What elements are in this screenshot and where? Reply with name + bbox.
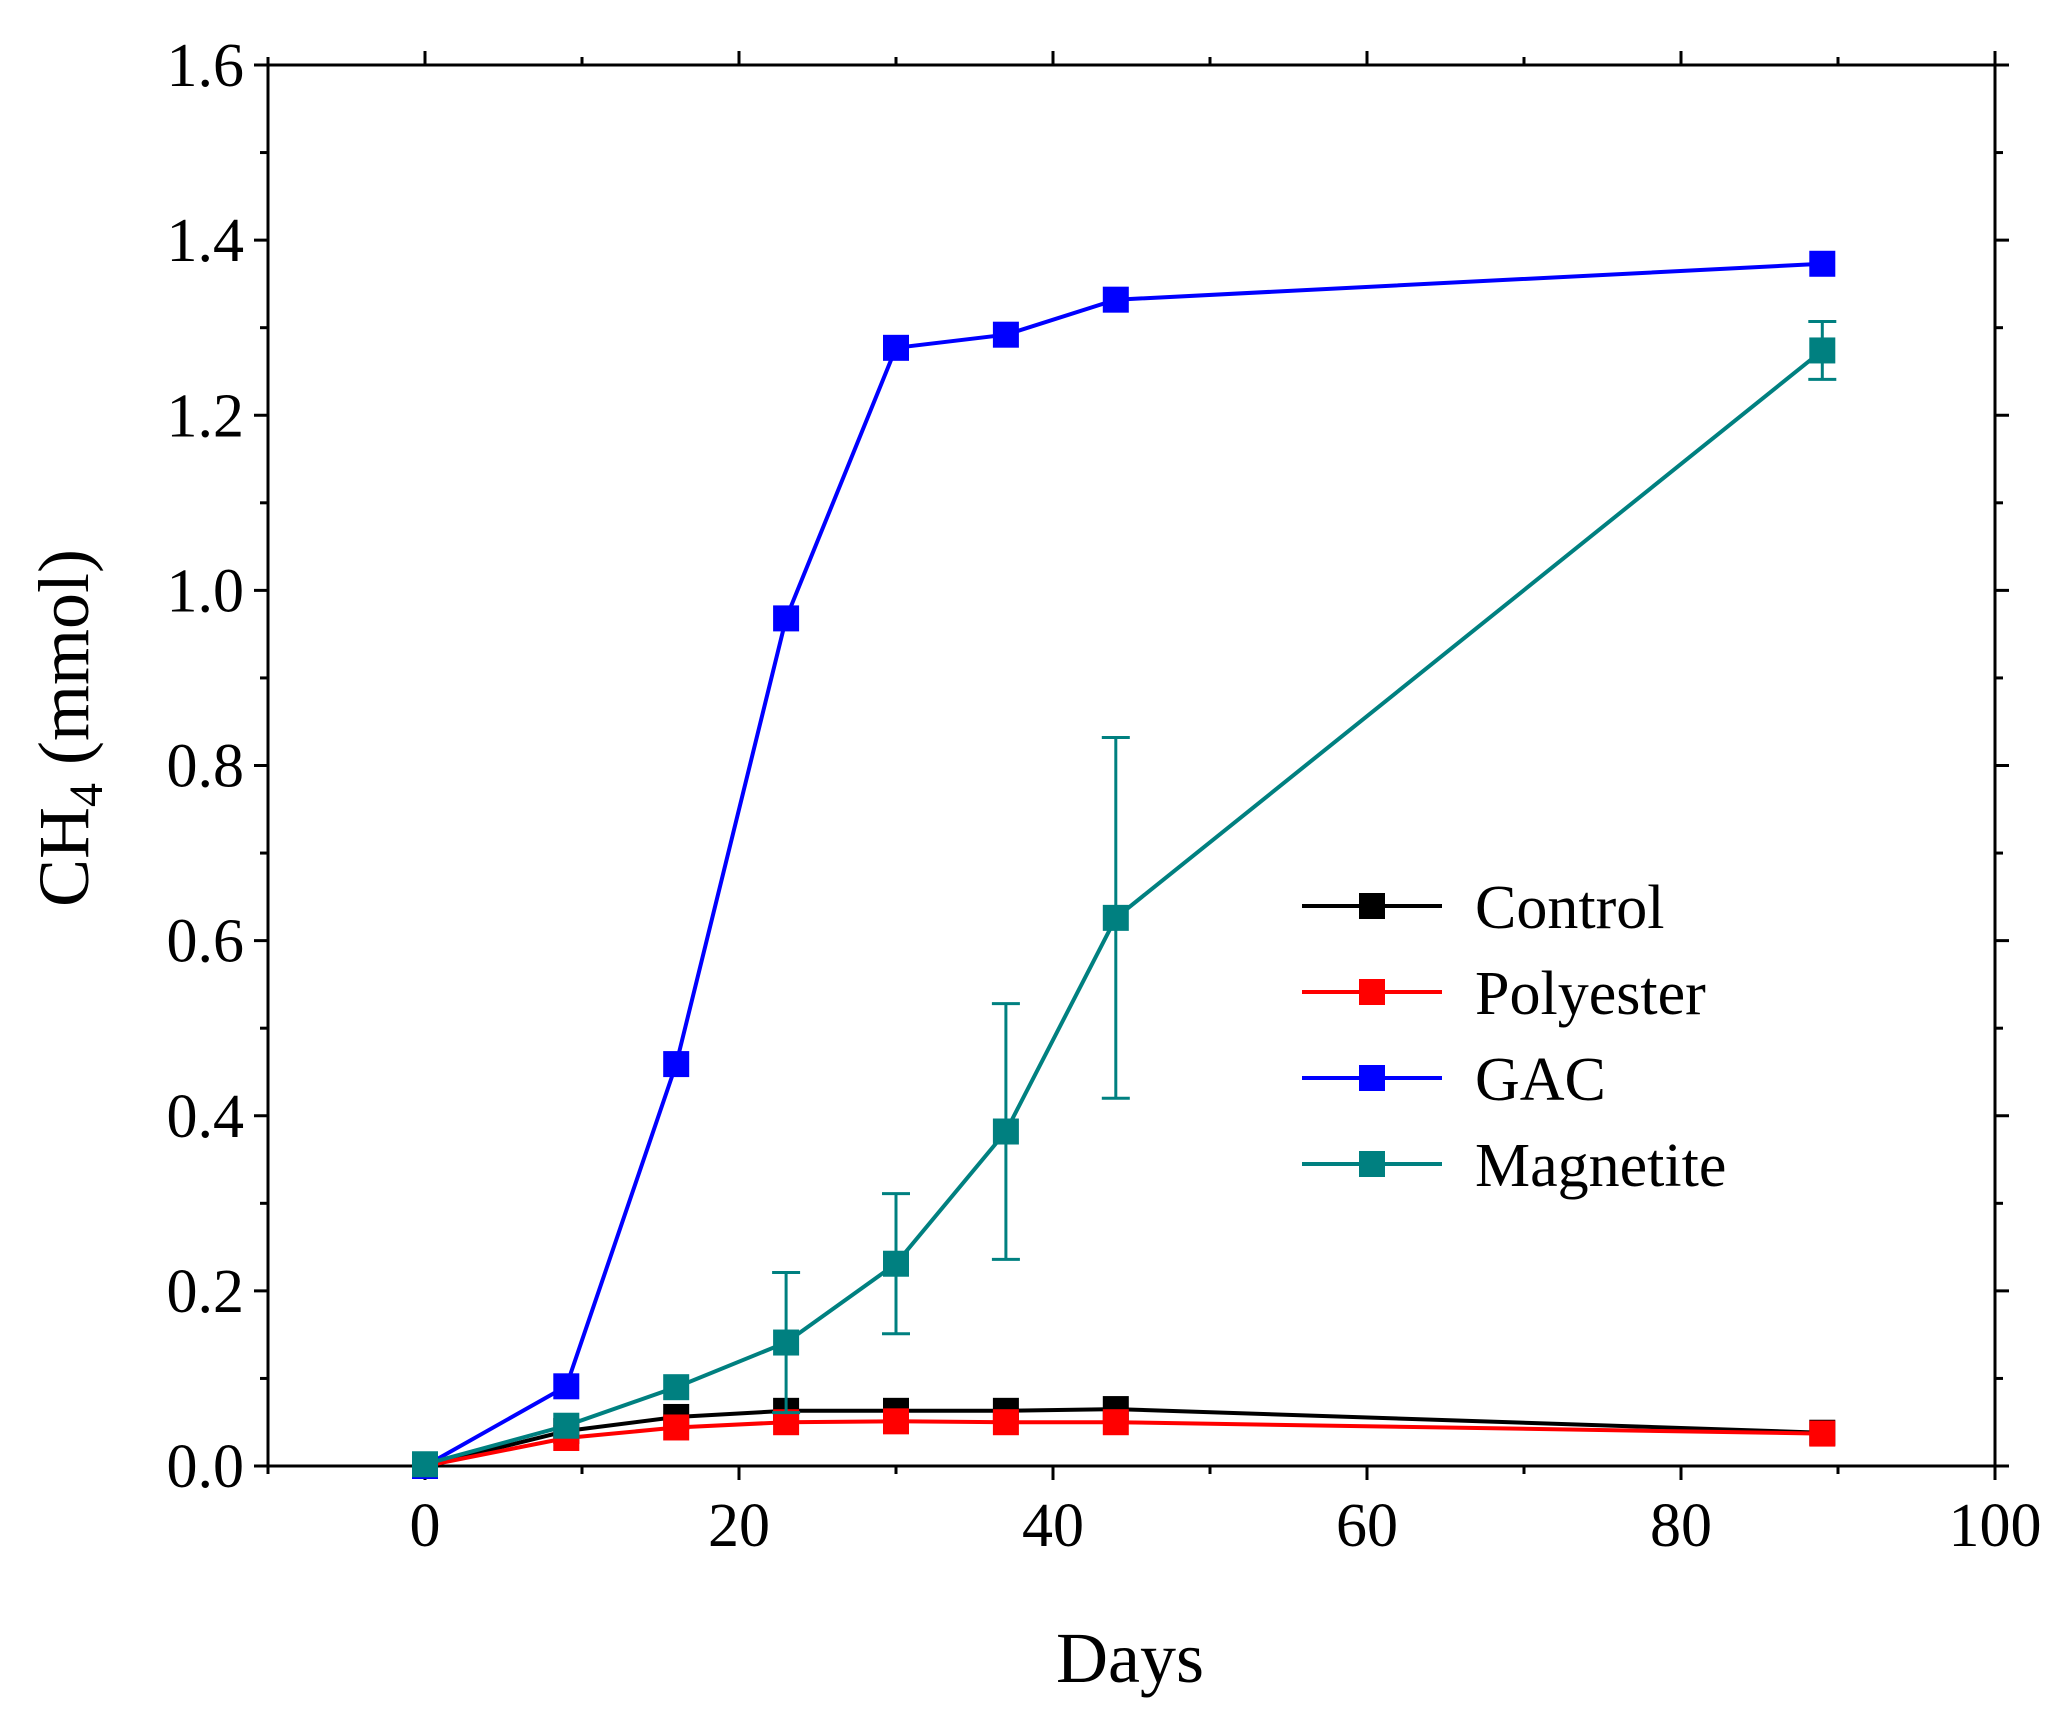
data-point (883, 1408, 909, 1435)
data-point (553, 1412, 580, 1439)
legend-marker (1359, 893, 1385, 919)
legend-marker (1359, 1151, 1385, 1177)
series-line (424, 1407, 1823, 1468)
legend-label: Control (1475, 874, 1664, 942)
x-tick-label: 0 (410, 1492, 441, 1560)
axes: 0 20 40 60 80 100 0.0 0.2 0.4 0.6 0.8 1.0 1.2 1.4 1.6 (167, 32, 2042, 1560)
legend-label: Polyester (1475, 960, 1706, 1028)
series-line (424, 261, 1823, 1468)
y-axis-title-subscript: 4 (60, 783, 113, 807)
legend-item-polyester: Polyester (1302, 960, 1706, 1028)
data-point (1102, 1409, 1129, 1436)
y-tick-label: 0.0 (167, 1433, 245, 1501)
legend-item-gac: GAC (1302, 1046, 1606, 1114)
x-axis-title: Days (1056, 1618, 1204, 1698)
y-tick-label: 0.4 (167, 1083, 245, 1151)
legend-label: GAC (1475, 1046, 1606, 1114)
series-line (424, 348, 1824, 1467)
legend-item-control: Control (1302, 874, 1664, 942)
data-point (773, 605, 800, 632)
x-tick-label: 80 (1650, 1492, 1712, 1560)
data-point (1809, 250, 1836, 277)
data-point (773, 1329, 800, 1356)
series-line (424, 1419, 1823, 1468)
y-tick-label: 0.6 (167, 908, 245, 976)
y-tick-label: 0.8 (167, 733, 245, 801)
y-tick-label: 0.2 (167, 1258, 245, 1326)
legend-item-magnetite: Magnetite (1302, 1132, 1726, 1200)
data-point (663, 1051, 690, 1078)
x-tick-label: 100 (1949, 1492, 2042, 1560)
legend-label: Magnetite (1475, 1132, 1726, 1200)
data-point (1809, 1420, 1836, 1447)
legend-marker (1359, 1065, 1385, 1091)
data-point (992, 321, 1019, 348)
y-tick-label: 1.2 (167, 382, 245, 450)
y-tick-label: 1.6 (167, 32, 245, 100)
y-axis-title: CH4 (mmol) (24, 549, 113, 907)
data-point (992, 1118, 1019, 1145)
data-point (553, 1373, 580, 1400)
series-magnetite (412, 320, 1837, 1478)
data-point (883, 1250, 909, 1277)
series-layer (412, 250, 1837, 1479)
data-point (1102, 904, 1129, 931)
data-point (992, 1409, 1019, 1436)
legend: Control Polyester GAC Magnetite (1302, 874, 1726, 1200)
data-point (412, 1451, 438, 1478)
data-point (1102, 286, 1129, 313)
y-axis-title-main: CH (24, 807, 104, 907)
y-tick-label: 1.0 (167, 557, 245, 625)
y-tick-label: 1.4 (167, 207, 245, 275)
x-tick-label: 40 (1022, 1492, 1084, 1560)
y-axis-title-unit: (mmol) (24, 549, 104, 783)
x-tick-label: 20 (708, 1492, 770, 1560)
data-point (1809, 337, 1836, 364)
legend-marker (1359, 979, 1385, 1005)
data-point (883, 334, 909, 361)
data-point (663, 1414, 690, 1441)
series-gac (412, 250, 1836, 1479)
data-point (663, 1374, 690, 1401)
x-tick-label: 60 (1336, 1492, 1398, 1560)
